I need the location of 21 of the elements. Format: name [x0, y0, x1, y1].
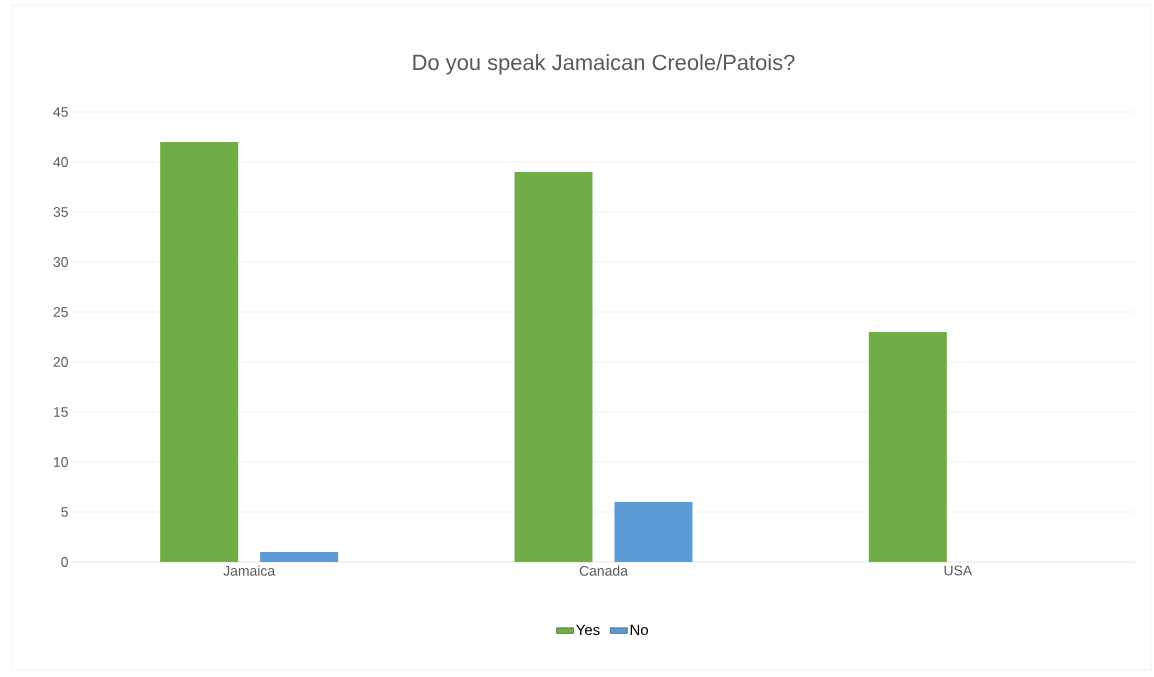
y-tick-label: 35	[53, 207, 68, 217]
x-tick-label: Canada	[579, 565, 628, 576]
y-tick-label: 25	[53, 307, 68, 317]
bar	[514, 172, 593, 562]
bar	[614, 502, 693, 562]
bar	[868, 332, 947, 562]
y-tick-label: 10	[54, 457, 68, 467]
bar	[160, 142, 239, 562]
y-tick-label: 40	[53, 157, 68, 167]
y-tick-label: 15	[54, 407, 68, 417]
legend-label: No	[630, 624, 648, 636]
legend-label: Yes	[576, 624, 600, 636]
bar	[260, 552, 339, 562]
y-tick-label: 45	[53, 107, 68, 117]
y-tick-label: 30	[53, 257, 68, 267]
y-tick-label: 5	[61, 507, 68, 517]
x-tick-label: Jamaica	[223, 565, 276, 576]
y-tick-label: 0	[61, 557, 68, 567]
y-tick-label: 20	[53, 357, 68, 367]
chart-title: Do you speak Jamaican Creole/Patois?	[413, 54, 795, 75]
x-tick-label: USA	[944, 565, 973, 576]
